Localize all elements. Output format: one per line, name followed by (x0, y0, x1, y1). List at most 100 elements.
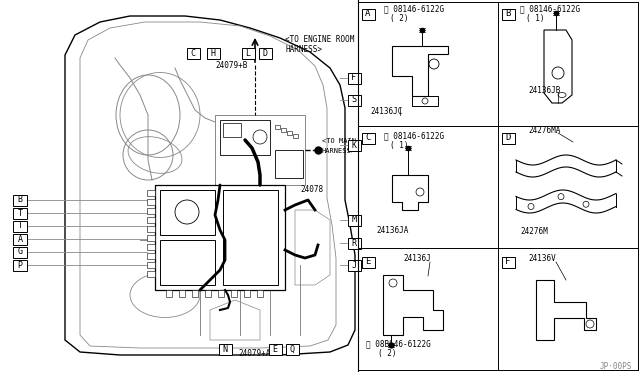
Bar (241, 48, 255, 58)
Bar (348, 94, 360, 106)
Text: C: C (365, 134, 371, 142)
Text: N: N (223, 344, 227, 353)
Bar (166, 290, 172, 297)
Text: Ⓑ 08146-6122G: Ⓑ 08146-6122G (384, 131, 444, 140)
Text: L: L (246, 48, 250, 58)
Bar (362, 257, 374, 267)
Text: <TO ENGINE ROOM: <TO ENGINE ROOM (285, 35, 355, 44)
Text: F: F (351, 74, 356, 83)
Text: 24136JB: 24136JB (528, 86, 561, 95)
Text: D: D (506, 134, 511, 142)
Text: D: D (262, 48, 268, 58)
Text: HARNESS>: HARNESS> (322, 148, 356, 154)
Bar (215, 115, 305, 185)
Bar (293, 134, 298, 138)
Text: E: E (273, 344, 278, 353)
Text: ( 1): ( 1) (390, 141, 408, 150)
Text: ( 2): ( 2) (378, 349, 397, 358)
Bar (13, 208, 27, 218)
Text: Ⓑ 08BL46-6122G: Ⓑ 08BL46-6122G (366, 339, 431, 348)
Bar (147, 199, 155, 205)
Bar (285, 343, 298, 355)
Bar (223, 190, 278, 285)
Text: 24136JC: 24136JC (370, 107, 403, 116)
Bar (13, 234, 27, 244)
Text: J: J (351, 260, 356, 269)
Text: Q: Q (289, 344, 294, 353)
Text: B: B (17, 196, 22, 205)
Bar (348, 260, 360, 270)
Bar (244, 290, 250, 297)
Text: A: A (17, 234, 22, 244)
Bar (207, 48, 220, 58)
Bar (362, 132, 374, 144)
Text: F: F (506, 257, 511, 266)
Bar (147, 217, 155, 223)
Bar (287, 131, 292, 135)
Bar (205, 290, 211, 297)
Bar (231, 290, 237, 297)
Bar (147, 226, 155, 232)
Text: Ⓐ 08146-6122G: Ⓐ 08146-6122G (384, 4, 444, 13)
Bar (259, 48, 271, 58)
Bar (147, 208, 155, 214)
Bar (275, 125, 280, 129)
Text: K: K (351, 141, 356, 150)
Bar (179, 290, 185, 297)
Bar (220, 120, 270, 155)
Text: 24136JA: 24136JA (376, 226, 408, 235)
Text: ( 1): ( 1) (526, 14, 545, 23)
Bar (13, 247, 27, 257)
Bar (502, 9, 515, 19)
Text: JP·00PS: JP·00PS (600, 362, 632, 371)
Bar (348, 215, 360, 225)
Text: 24276M: 24276M (520, 227, 548, 236)
Bar (362, 9, 374, 19)
Text: T: T (17, 208, 22, 218)
Text: R: R (351, 238, 356, 247)
Bar (218, 343, 232, 355)
Bar (147, 253, 155, 259)
Text: 24136J: 24136J (403, 254, 431, 263)
Text: A: A (365, 10, 371, 19)
Text: Ⓑ 08146-6122G: Ⓑ 08146-6122G (520, 4, 580, 13)
Bar (147, 262, 155, 268)
Bar (13, 195, 27, 205)
Text: P: P (17, 260, 22, 269)
Bar (275, 150, 303, 178)
Bar (348, 73, 360, 83)
Text: 24078: 24078 (300, 185, 323, 194)
Text: C: C (191, 48, 195, 58)
Bar (147, 235, 155, 241)
Text: 24079+B: 24079+B (215, 61, 248, 70)
Text: M: M (351, 215, 356, 224)
Text: E: E (365, 257, 371, 266)
Bar (502, 257, 515, 267)
Text: H: H (211, 48, 216, 58)
Bar (13, 221, 27, 231)
Bar (13, 260, 27, 270)
Text: 24136V: 24136V (528, 254, 556, 263)
Bar (186, 48, 200, 58)
Bar (281, 128, 286, 132)
Text: <TO MAIN: <TO MAIN (322, 138, 356, 144)
Bar (502, 132, 515, 144)
Text: T: T (17, 221, 22, 231)
Bar (348, 237, 360, 248)
Text: ( 2): ( 2) (390, 14, 408, 23)
Text: HARNESS>: HARNESS> (285, 45, 322, 54)
Bar (257, 290, 263, 297)
Bar (348, 140, 360, 151)
Bar (192, 290, 198, 297)
Bar (269, 343, 282, 355)
Bar (147, 244, 155, 250)
Text: B: B (506, 10, 511, 19)
Bar (160, 240, 215, 285)
Bar (147, 190, 155, 196)
Bar (223, 123, 241, 137)
Text: G: G (17, 247, 22, 257)
Bar (147, 271, 155, 277)
Bar (218, 290, 224, 297)
Text: 24079+A: 24079+A (238, 349, 270, 358)
Text: 24276MA: 24276MA (528, 126, 561, 135)
